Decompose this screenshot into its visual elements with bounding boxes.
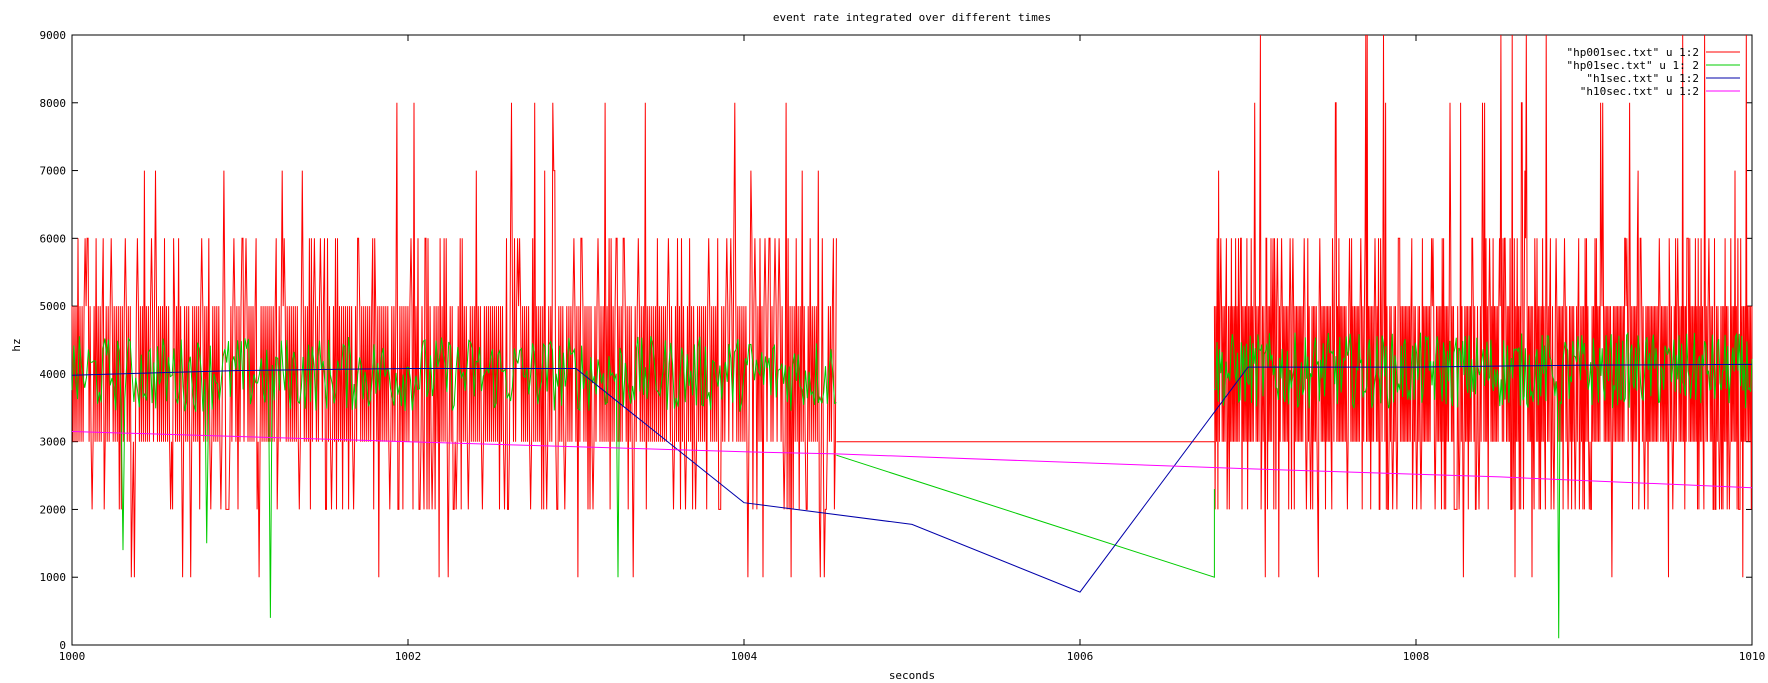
series-line-h1sec [71,363,1753,593]
x-tick-label: 1010 [1739,650,1766,663]
y-tick-label: 2000 [40,503,67,516]
y-tick-label: 3000 [40,436,67,449]
axis-ticks: 1000 1002 1004 1006 1008 10100100020003000400… [40,29,1766,663]
series-line-h10sec [71,431,1753,489]
x-axis-label: seconds [889,669,935,682]
x-tick-label: 1000 [59,650,86,663]
legend-label: "h1sec.txt" u 1:2 [1586,72,1699,85]
legend-label: "h10sec.txt" u 1:2 [1580,85,1699,98]
y-tick-label: 4000 [40,368,67,381]
y-axis-label: hz [10,338,23,351]
series-line-hp01sec-2 [1214,331,1753,639]
series-layer [71,34,1753,639]
y-tick-label: 8000 [40,97,67,110]
series-line-hp001sec-2 [1213,34,1753,578]
y-tick-label: 6000 [40,232,67,245]
y-tick-label: 7000 [40,165,67,178]
x-tick-label: 1004 [731,650,758,663]
y-tick-label: 9000 [40,29,67,42]
series-line-hp001sec-1 [71,102,837,578]
y-tick-label: 5000 [40,300,67,313]
x-tick-label: 1002 [395,650,422,663]
legend-label: "hp001sec.txt" u 1:2 [1567,46,1699,59]
plot-area [71,34,1753,646]
legend-label: "hp01sec.txt" u 1: 2 [1567,59,1699,72]
x-tick-label: 1006 [1067,650,1094,663]
y-tick-label: 0 [59,639,66,652]
y-tick-label: 1000 [40,571,67,584]
series-line-hp01sec-1 [71,336,837,618]
chart-title: event rate integrated over different tim… [773,11,1051,24]
series-line-hp01sec-gap [836,454,1215,578]
x-tick-label: 1008 [1403,650,1430,663]
legend: "hp001sec.txt" u 1:2"hp01sec.txt" u 1: 2… [1567,46,1740,98]
